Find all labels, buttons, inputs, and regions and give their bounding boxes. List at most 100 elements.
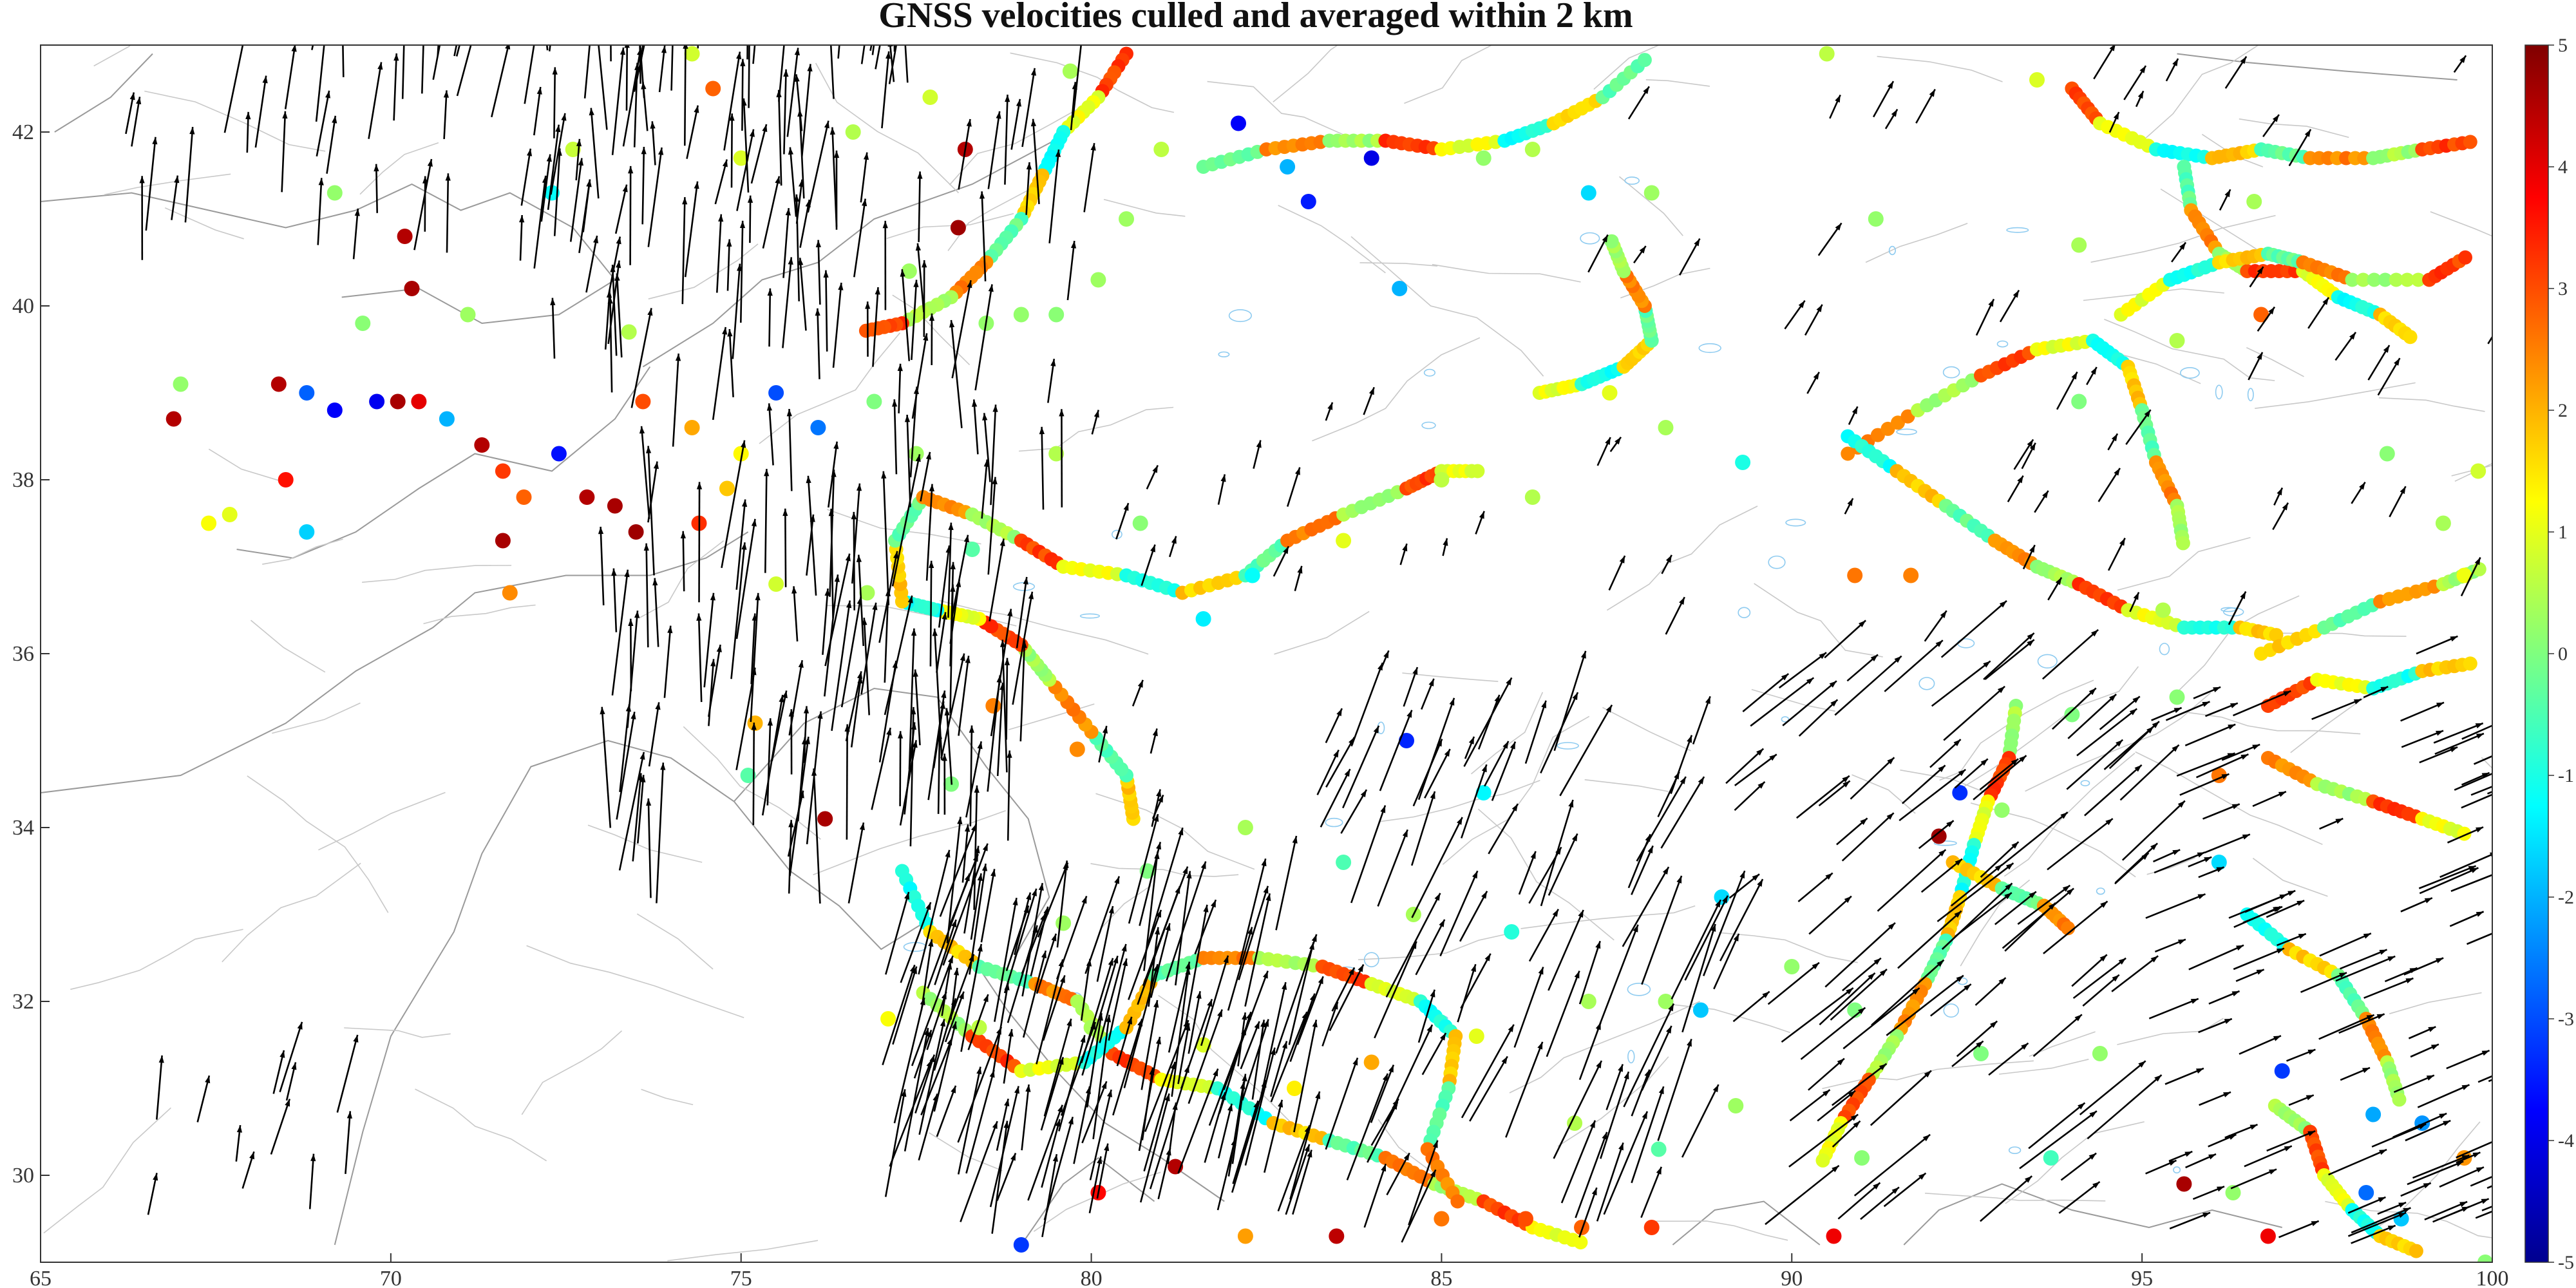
arrow-head — [643, 543, 649, 551]
station-point — [1468, 1028, 1484, 1044]
arrow-head — [622, 184, 628, 193]
arrow-head — [1687, 735, 1692, 743]
velocity-arrow — [933, 1021, 957, 1112]
velocity-arrow — [1994, 891, 2037, 925]
velocity-arrow — [1853, 1133, 1931, 1197]
lake-outline — [1624, 176, 1640, 185]
station-point — [327, 402, 343, 418]
arrow-head — [892, 399, 898, 407]
fault-line — [1470, 692, 1544, 775]
arrow-head — [505, 45, 511, 50]
arrow-head — [624, 45, 630, 48]
arrow-head — [1835, 223, 1842, 231]
arrow-head — [645, 21, 650, 29]
fault-line — [1358, 933, 1510, 960]
velocity-arrow — [708, 659, 715, 726]
arrow-head — [639, 426, 645, 434]
arrow-head — [245, 45, 246, 46]
colorbar-gradient — [2524, 44, 2549, 1263]
arrow-head — [1538, 967, 1544, 975]
arrow-head — [1412, 667, 1418, 675]
arrow-head — [1676, 875, 1682, 884]
arrow-head — [1705, 696, 1710, 705]
fault-line — [250, 620, 326, 673]
velocity-arrow — [629, 166, 632, 265]
arrow-head — [872, 602, 878, 611]
arrow-head — [2029, 442, 2036, 451]
lake-outline — [1228, 309, 1252, 323]
velocity-arrow — [806, 711, 822, 845]
arrow-head — [950, 562, 956, 570]
arrow-head — [652, 578, 658, 586]
fault-line — [1877, 55, 2003, 82]
arrow-head — [881, 471, 887, 479]
arrow-head — [634, 611, 640, 618]
velocity-arrow — [432, 45, 441, 80]
arrow-head — [1360, 790, 1367, 797]
arrow-head — [1591, 1188, 1597, 1196]
velocity-arrow — [633, 62, 638, 147]
arrow-head — [751, 518, 757, 527]
arrow-head — [1842, 775, 1850, 782]
arrow-head — [1265, 893, 1271, 902]
arrow-head — [2256, 969, 2264, 975]
velocity-arrow — [787, 790, 804, 857]
arrow-head — [862, 618, 867, 625]
station-point — [866, 393, 882, 410]
velocity-arrow — [2300, 972, 2347, 993]
arrow-head — [1217, 1009, 1222, 1018]
station-point — [397, 229, 413, 244]
arrow-head — [2027, 439, 2034, 448]
velocity-arrow — [1943, 685, 2005, 741]
track-station — [2463, 135, 2477, 149]
velocity-arrow — [640, 45, 644, 61]
arrow-head — [974, 846, 980, 854]
arrow-head — [1312, 1019, 1318, 1028]
velocity-arrow — [2475, 1210, 2492, 1219]
velocity-arrow — [145, 137, 156, 231]
velocity-arrow — [2004, 902, 2056, 952]
velocity-arrow — [1036, 933, 1057, 994]
arrow-head — [2272, 115, 2279, 122]
velocity-arrow — [1010, 99, 1021, 150]
arrow-head — [696, 482, 703, 489]
arrow-head — [2394, 358, 2400, 366]
arrow-head — [2279, 894, 2287, 900]
arrow-head — [2172, 59, 2179, 66]
arrow-head — [1449, 697, 1455, 706]
fault-line — [636, 913, 714, 970]
arrow-head — [2297, 900, 2305, 906]
fault-line — [683, 726, 821, 840]
arrow-head — [1223, 955, 1229, 963]
lake-outline — [2080, 780, 2090, 786]
arrow-head — [1270, 1047, 1276, 1056]
arrow-head — [2481, 1050, 2490, 1056]
arrow-head — [834, 574, 840, 582]
arrow-head — [798, 660, 804, 668]
arrow-head — [1642, 1111, 1647, 1119]
arrow-head — [1155, 1037, 1161, 1045]
arrow-head — [751, 723, 757, 730]
arrow-head — [981, 864, 988, 871]
arrow-head — [831, 469, 837, 477]
velocity-arrow — [1346, 1073, 1389, 1180]
velocity-arrow — [2328, 1148, 2387, 1176]
velocity-arrow — [1041, 426, 1045, 510]
arrow-head — [1710, 923, 1716, 932]
arrow-head — [722, 159, 728, 167]
station-point — [1195, 611, 1211, 627]
velocity-arrow — [637, 775, 645, 844]
arrow-head — [667, 625, 673, 634]
velocity-arrow — [1208, 1027, 1247, 1126]
velocity-arrow — [1681, 923, 1716, 1033]
arrow-head — [805, 200, 811, 207]
arrow-head — [1847, 498, 1853, 506]
arrow-head — [824, 120, 829, 129]
arrow-head — [718, 214, 724, 222]
velocity-arrow — [2456, 1141, 2492, 1159]
velocity-arrow — [1623, 1003, 1675, 1108]
arrow-head — [1481, 891, 1488, 899]
velocity-arrow — [604, 290, 611, 350]
arrow-head — [1066, 1018, 1072, 1027]
arrow-head — [2439, 1113, 2447, 1119]
